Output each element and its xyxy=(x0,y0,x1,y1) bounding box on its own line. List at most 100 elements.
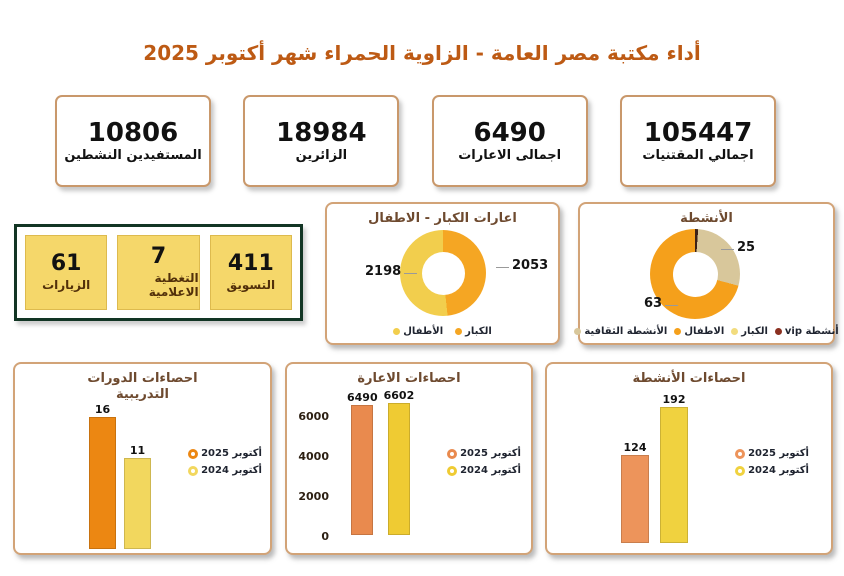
chart-title: احصاءات الأنشطة xyxy=(632,371,746,386)
data-label-children: 2198 xyxy=(365,264,418,279)
legend-label: أكتوبر 2025 xyxy=(748,448,809,459)
legend-item: أكتوبر 2024 xyxy=(188,465,262,476)
bar-group: 6602 xyxy=(383,389,415,535)
legend-label: الاطفال xyxy=(684,326,725,337)
legend-label: الأطفال xyxy=(403,326,444,337)
stat-value: 10806 xyxy=(87,117,179,148)
legend-label: أكتوبر 2024 xyxy=(460,465,521,476)
activities-bar-panel: احصاءات الأنشطة 124 192 أكتوبر 2025 أكتوبر… xyxy=(545,362,833,555)
chart-legend: الكبار الأطفال xyxy=(327,326,558,337)
stat-label: المستفيدين النشطين xyxy=(64,147,202,163)
kpi-value: 411 xyxy=(227,251,274,276)
training-bar-chart: 16 11 xyxy=(89,397,151,549)
legend-dot xyxy=(774,328,782,335)
bar-group: 16 xyxy=(89,403,116,549)
bar-value-label: 16 xyxy=(94,403,111,416)
legend-label: الأنشطة الثقافية xyxy=(584,326,668,337)
legend-dot xyxy=(731,328,739,335)
loans-bar-chart: 6490 6602 xyxy=(347,377,414,535)
bar xyxy=(89,417,116,549)
kpi-value: 61 xyxy=(50,251,82,276)
legend-label: أكتوبر 2025 xyxy=(201,448,262,459)
legend-label: أكتوبر 2024 xyxy=(748,465,809,476)
stat-active-beneficiaries: 10806 المستفيدين النشطين xyxy=(55,95,212,187)
activities-donut-panel: الأنشطة 25 63 أنشطة vip الكبار الاطفال الأن… xyxy=(574,202,839,345)
activities-bar-chart: 124 192 xyxy=(621,383,688,543)
activities-donut-chart xyxy=(650,229,740,319)
bar xyxy=(351,405,374,535)
bar xyxy=(387,403,410,535)
legend-dot xyxy=(574,328,582,335)
loans-donut-panel: اعارات الكبار - الاطفال 2053 2198 الكبار… xyxy=(325,202,560,345)
kpi-visits: 61 الزيارات xyxy=(25,235,108,310)
bar xyxy=(621,455,649,543)
bar xyxy=(124,458,151,549)
data-label-cultural: 25 xyxy=(720,240,756,255)
legend-item: أكتوبر 2025 xyxy=(735,448,809,459)
legend-item: أكتوبر 2025 xyxy=(447,448,521,459)
legend-label: الكبار xyxy=(465,326,492,337)
legend-dot xyxy=(447,465,458,476)
stat-value: 105447 xyxy=(643,117,753,148)
chart-legend: أنشطة vip الكبار الاطفال الأنشطة الثقافية xyxy=(574,326,839,337)
legend-item: أكتوبر 2024 xyxy=(447,465,521,476)
y-axis: 0 2000 4000 6000 xyxy=(293,395,329,542)
kpi-value: 7 xyxy=(150,244,167,269)
legend-item: الكبار xyxy=(455,326,492,337)
bar xyxy=(660,407,688,543)
stat-value: 6490 xyxy=(473,117,546,148)
loans-bar-panel: احصاءات الاعارة 0 2000 4000 6000 6490 6602 أ… xyxy=(285,362,533,555)
legend-item: أكتوبر 2025 xyxy=(188,448,262,459)
stat-label: الزائرين xyxy=(295,147,348,163)
chart-title: اعارات الكبار - الاطفال xyxy=(368,211,517,226)
chart-title: احصاءات الاعارة xyxy=(357,371,461,386)
legend-dot xyxy=(188,465,199,476)
legend-item: الاطفال xyxy=(674,326,724,337)
kpi-strip: 411 التسويق 7 التغطية الاعلامية 61 الزيا… xyxy=(14,224,303,321)
legend-label: أكتوبر 2024 xyxy=(201,465,262,476)
bar-group: 192 xyxy=(660,393,688,543)
legend-dot xyxy=(455,328,463,335)
data-label-kids: 63 xyxy=(644,296,679,311)
bar-group: 6490 xyxy=(347,391,378,535)
stat-visitors: 18984 الزائرين xyxy=(243,95,400,187)
legend-item: أكتوبر 2024 xyxy=(735,465,809,476)
y-axis-tick: 4000 xyxy=(298,450,329,463)
legend-item: أنشطة vip xyxy=(774,326,839,337)
page-title: أداء مكتبة مصر العامة - الزاوية الحمراء … xyxy=(143,41,701,66)
legend-label: أنشطة vip xyxy=(784,326,839,337)
bar-value-label: 192 xyxy=(662,393,686,406)
bar-value-label: 124 xyxy=(623,441,647,454)
bar-group: 11 xyxy=(124,444,151,549)
kpi-label: الزيارات xyxy=(42,278,91,292)
kpi-media-coverage: 7 التغطية الاعلامية xyxy=(117,235,200,310)
kpi-marketing: 411 التسويق xyxy=(209,235,292,310)
stat-total-holdings: 105447 اجمالي المقتنيات xyxy=(620,95,776,187)
chart-legend: أكتوبر 2025 أكتوبر 2024 xyxy=(188,448,262,476)
legend-item: الأنشطة الثقافية xyxy=(574,326,667,337)
bar-group: 124 xyxy=(621,441,649,543)
legend-dot xyxy=(188,448,199,459)
stat-label: اجمالي المقتنيات xyxy=(642,147,754,163)
legend-dot xyxy=(735,448,746,459)
y-axis-tick: 6000 xyxy=(298,410,329,423)
legend-label: الكبار xyxy=(741,326,768,337)
legend-dot xyxy=(674,328,682,335)
kpi-label: التغطية الاعلامية xyxy=(148,271,199,299)
legend-dot xyxy=(735,465,746,476)
legend-dot xyxy=(393,328,401,335)
legend-item: الكبار xyxy=(731,326,768,337)
chart-title: الأنشطة xyxy=(680,211,733,226)
stats-row: 105447 اجمالي المقتنيات 6490 اجمالى الاع… xyxy=(55,95,776,187)
legend-label: أكتوبر 2025 xyxy=(460,448,521,459)
stat-value: 18984 xyxy=(276,117,367,148)
bar-value-label: 6602 xyxy=(383,389,415,402)
chart-legend: أكتوبر 2025 أكتوبر 2024 xyxy=(447,448,521,476)
bar-value-label: 11 xyxy=(129,444,146,457)
stat-total-loans: 6490 اجمالى الاعارات xyxy=(431,95,588,187)
chart-title: احصاءات الدورات التدريبية xyxy=(87,371,198,402)
stat-label: اجمالى الاعارات xyxy=(458,147,562,163)
y-axis-tick: 0 xyxy=(321,530,329,543)
legend-item: الأطفال xyxy=(393,326,443,337)
